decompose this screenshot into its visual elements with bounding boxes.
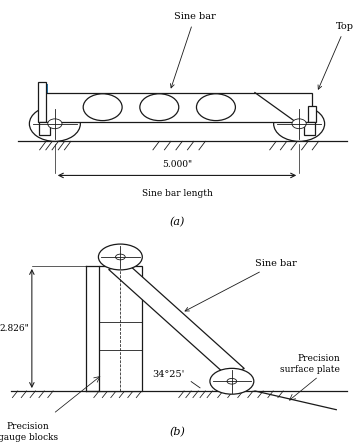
Circle shape [196,94,235,120]
Bar [38,82,46,122]
Circle shape [115,254,125,260]
Text: 34°25': 34°25' [152,370,184,380]
Bar [39,84,48,122]
Text: (a): (a) [169,217,185,227]
Bar [308,106,316,122]
Polygon shape [109,263,244,375]
Text: Top: Top [318,22,354,89]
Bar [232,375,246,383]
Text: Precision
gauge blocks: Precision gauge blocks [0,422,58,442]
Bar [39,122,50,135]
Circle shape [83,94,122,120]
Bar [42,93,312,122]
Bar [112,251,125,259]
Bar [304,122,315,135]
Circle shape [29,106,80,141]
Circle shape [292,119,306,128]
Text: (b): (b) [169,427,185,437]
Text: Sine bar: Sine bar [171,12,216,88]
Circle shape [98,244,142,270]
Circle shape [274,106,325,141]
Text: Precision
surface plate: Precision surface plate [280,354,340,373]
Text: Sine bar length: Sine bar length [142,189,212,198]
Bar [99,266,142,391]
Text: Sine bar: Sine bar [185,259,297,311]
Circle shape [210,369,254,394]
Text: 5.000": 5.000" [162,160,192,169]
Circle shape [48,119,62,128]
Text: 2.826": 2.826" [0,324,29,333]
Circle shape [140,94,179,120]
Circle shape [227,378,237,384]
